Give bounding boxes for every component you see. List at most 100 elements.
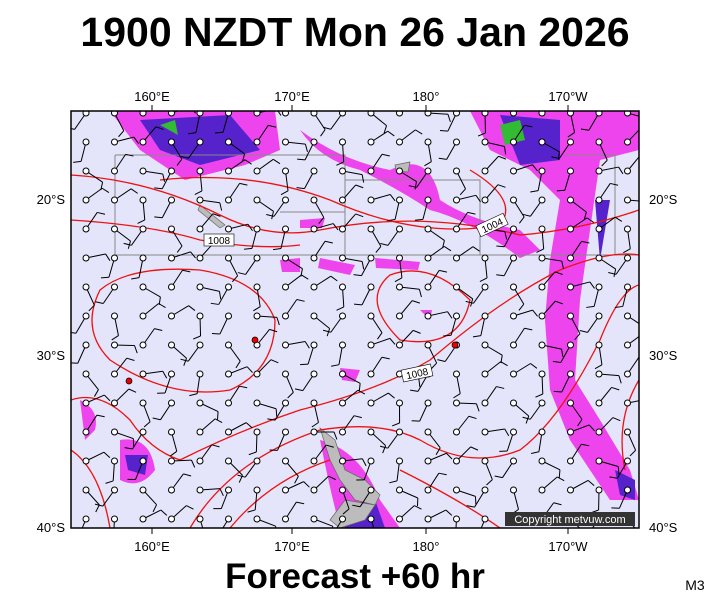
- wind-barb: [424, 509, 453, 523]
- wind-barb: [367, 153, 390, 175]
- wind-barb: [567, 217, 594, 233]
- barb-station: [538, 225, 546, 233]
- wind-barb: [510, 486, 519, 515]
- barb-station: [424, 138, 432, 146]
- wind-barb: [168, 305, 196, 320]
- barb-station: [538, 167, 546, 175]
- barb-station: [253, 486, 261, 494]
- barb-station: [367, 312, 375, 320]
- barb-flag: [111, 335, 119, 341]
- barb-flag: [336, 306, 344, 311]
- barb-station: [111, 428, 118, 436]
- barb-flag: [561, 260, 564, 269]
- barb-flag: [355, 184, 364, 189]
- barb-flag: [296, 187, 305, 190]
- wind-barb: [253, 158, 281, 175]
- barb-flag: [162, 371, 168, 379]
- wind-barb: [196, 418, 223, 436]
- barb-flag: [475, 195, 481, 203]
- barb-flag: [601, 159, 608, 167]
- barb-flag: [133, 136, 139, 144]
- wind-barb: [387, 196, 403, 222]
- wind-barb: [391, 399, 403, 427]
- wind-barb: [453, 515, 460, 528]
- wind-barb: [111, 388, 137, 407]
- wind-barb: [282, 481, 310, 494]
- wind-barb: [352, 486, 375, 508]
- barb-station: [453, 138, 460, 146]
- wind-barb: [196, 399, 219, 420]
- barb-station: [624, 457, 631, 465]
- barb-flag: [376, 332, 383, 340]
- barb-station: [196, 399, 204, 407]
- wind-barb: [538, 254, 564, 269]
- wind-barb: [71, 341, 90, 364]
- barb-flag: [324, 534, 332, 536]
- copyright-box: [505, 512, 635, 526]
- wind-barb: [310, 240, 333, 262]
- wind-barb: [389, 457, 403, 484]
- wind-barb: [322, 312, 346, 333]
- barb-station: [310, 138, 318, 146]
- wind-barb: [294, 370, 318, 392]
- barb-flag: [467, 211, 476, 215]
- barb-station: [139, 486, 147, 494]
- wind-barb: [453, 283, 474, 307]
- barb-flag: [361, 261, 365, 270]
- barb-station: [310, 486, 318, 494]
- wind-barb: [472, 312, 489, 338]
- barb-flag: [160, 509, 168, 516]
- barb-flag: [324, 240, 333, 244]
- barb-flag: [268, 124, 277, 128]
- wind-barb: [269, 428, 289, 451]
- barb-flag: [331, 364, 340, 367]
- wind-barb: [180, 138, 204, 159]
- wind-barb: [453, 370, 461, 399]
- barb-flag: [587, 480, 595, 486]
- wind-barb: [595, 417, 621, 436]
- barb-station: [82, 138, 90, 146]
- barb-flag: [332, 223, 339, 231]
- barb-station: [424, 225, 432, 233]
- wind-barb: [453, 415, 477, 436]
- barb-station: [567, 341, 574, 349]
- barb-station: [453, 312, 460, 320]
- barb-station: [510, 225, 517, 233]
- barb-station: [168, 515, 175, 523]
- barb-flag: [496, 386, 505, 389]
- barb-flag: [644, 333, 651, 337]
- wind-barb: [339, 486, 350, 515]
- barb-flag: [152, 417, 161, 421]
- barb-station: [538, 341, 546, 349]
- barb-station: [168, 370, 175, 378]
- barb-station: [481, 515, 489, 523]
- wind-barb: [253, 111, 282, 117]
- barb-station: [139, 138, 147, 146]
- barb-station: [595, 399, 603, 407]
- barb-flag: [608, 272, 617, 275]
- barb-station: [424, 515, 432, 523]
- wind-barb: [339, 389, 366, 407]
- wind-barb: [215, 111, 232, 134]
- barb-station: [567, 486, 574, 494]
- barb-flag: [437, 359, 446, 362]
- barb-station: [396, 283, 403, 291]
- barb-flag: [496, 245, 505, 248]
- barb-flag: [581, 443, 590, 447]
- barb-station: [139, 254, 147, 262]
- barb-flag: [444, 245, 452, 252]
- barb-flag: [273, 247, 282, 251]
- wind-barb: [530, 167, 546, 193]
- wind-barb: [248, 428, 261, 456]
- barb-station: [367, 515, 375, 523]
- wind-barb: [396, 486, 419, 507]
- barb-station: [339, 515, 346, 523]
- barb-station: [282, 341, 289, 349]
- barb-flag: [296, 501, 305, 505]
- barb-flag: [446, 452, 453, 460]
- barb-flag: [134, 345, 138, 354]
- barb-station: [196, 254, 204, 262]
- wind-barb: [196, 213, 221, 233]
- barb-station: [453, 515, 460, 523]
- wind-barb: [536, 225, 546, 253]
